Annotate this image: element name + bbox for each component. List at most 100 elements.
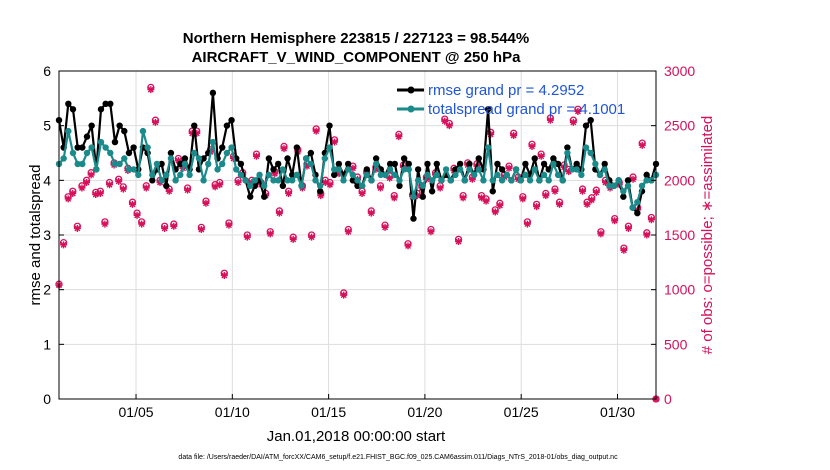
totalspread-point bbox=[335, 166, 343, 173]
obs-assimilated-marker bbox=[225, 221, 233, 229]
rmse-point bbox=[111, 138, 119, 146]
totalspread-point bbox=[237, 171, 245, 179]
totalspread-point bbox=[424, 171, 431, 179]
obs-assimilated-marker bbox=[367, 209, 375, 217]
obs-assimilated-marker bbox=[519, 195, 527, 203]
totalspread-point bbox=[540, 171, 548, 179]
obs-assimilated-marker bbox=[482, 197, 490, 205]
rmse-point bbox=[550, 155, 557, 162]
obs-assimilated-marker bbox=[128, 200, 136, 208]
totalspread-point bbox=[167, 155, 175, 162]
y-right-tick-label: 2500 bbox=[664, 118, 695, 134]
obs-assimilated-marker bbox=[601, 179, 609, 187]
totalspread-point bbox=[219, 160, 226, 168]
rmse-point bbox=[498, 166, 506, 173]
totalspread-point bbox=[284, 177, 291, 184]
obs-assimilated-marker bbox=[523, 220, 531, 228]
x-tick-label: 01/25 bbox=[504, 404, 539, 420]
obs-assimilated-marker bbox=[312, 127, 320, 135]
obs-assimilated-marker bbox=[445, 122, 453, 130]
totalspread-point bbox=[158, 177, 165, 184]
obs-assimilated-marker bbox=[455, 238, 463, 246]
obs-assimilated-marker bbox=[161, 224, 169, 232]
rmse-point bbox=[349, 177, 357, 184]
totalspread-point bbox=[372, 160, 380, 168]
rmse-point bbox=[284, 155, 291, 162]
rmse-point bbox=[410, 215, 417, 222]
obs-assimilated-marker bbox=[133, 211, 141, 219]
obs-assimilated-marker bbox=[583, 200, 591, 208]
totalspread-point bbox=[559, 177, 566, 184]
obs-assimilated-marker bbox=[491, 208, 499, 216]
obs-assimilated-marker bbox=[266, 230, 274, 238]
rmse-point bbox=[265, 155, 273, 162]
totalspread-point bbox=[354, 177, 361, 184]
totalspread-point bbox=[494, 171, 501, 179]
obs-assimilated-marker bbox=[413, 192, 421, 200]
rmse-point bbox=[209, 89, 217, 97]
totalspread-point bbox=[321, 155, 329, 162]
y-axis-left-ticks: 0 1 2 3 4 5 6 bbox=[43, 63, 64, 407]
rmse-point bbox=[522, 160, 529, 168]
totalspread-point bbox=[79, 160, 86, 168]
totalspread-point bbox=[587, 149, 594, 157]
rmse-point bbox=[88, 122, 95, 129]
rmse-point bbox=[181, 155, 189, 162]
totalspread-point bbox=[312, 177, 319, 184]
rmse-point bbox=[494, 160, 501, 168]
obs-assimilated-marker bbox=[101, 220, 109, 228]
y-left-tick-label: 4 bbox=[43, 172, 51, 188]
rmse-point bbox=[354, 182, 361, 189]
totalspread-point bbox=[144, 144, 151, 151]
totalspread-point bbox=[181, 160, 189, 168]
obs-assimilated-marker bbox=[349, 164, 357, 172]
obs-assimilated-marker bbox=[317, 192, 325, 200]
totalspread-point bbox=[349, 171, 357, 179]
obs-assimilated-marker bbox=[574, 107, 582, 115]
x-tick-label: 01/10 bbox=[215, 404, 250, 420]
totalspread-point bbox=[275, 177, 282, 184]
totalspread-point bbox=[200, 177, 207, 184]
obs-assimilated-marker bbox=[556, 200, 564, 208]
x-tick-label: 01/30 bbox=[600, 404, 635, 420]
rmse-point bbox=[335, 160, 343, 168]
totalspread-point bbox=[438, 177, 445, 184]
totalspread-point bbox=[489, 177, 496, 184]
x-axis-label: Jan.01,2018 00:00:00 start bbox=[267, 428, 446, 445]
obs-assimilated-marker bbox=[285, 189, 293, 197]
totalspread-point bbox=[601, 166, 608, 173]
rmse-point bbox=[452, 166, 459, 173]
rmse-point bbox=[177, 160, 184, 168]
y-left-tick-label: 5 bbox=[43, 118, 51, 134]
obs-assimilated-marker bbox=[620, 246, 628, 254]
obs-assimilated-marker bbox=[340, 291, 348, 299]
obs-assimilated-marker bbox=[151, 118, 159, 126]
totalspread-point bbox=[498, 177, 506, 184]
y-axis-left-label: rmse and totalspread bbox=[27, 165, 44, 306]
obs-assimilated-marker bbox=[528, 142, 536, 150]
obs-assimilated-marker bbox=[73, 224, 81, 232]
totalspread-point bbox=[88, 144, 95, 151]
totalspread-point bbox=[293, 171, 301, 179]
obs-assimilated-marker bbox=[441, 117, 449, 125]
y-left-tick-label: 2 bbox=[43, 282, 51, 298]
rmse-point bbox=[223, 122, 231, 129]
totalspread-point bbox=[638, 182, 646, 189]
rmse-point bbox=[69, 106, 77, 113]
obs-assimilated-marker bbox=[252, 152, 260, 160]
obs-assimilated-marker bbox=[404, 242, 412, 250]
totalspread-point bbox=[615, 177, 622, 184]
rmse-point bbox=[419, 193, 426, 200]
totalspread-point bbox=[606, 182, 613, 189]
totalspread-point bbox=[340, 177, 347, 184]
rmse-point bbox=[475, 155, 482, 162]
totalspread-point bbox=[97, 138, 105, 146]
rmse-point bbox=[191, 122, 198, 129]
chart-title-line2: AIRCRAFT_V_WIND_COMPONENT @ 250 hPa bbox=[192, 49, 522, 66]
rmse-point bbox=[65, 100, 72, 108]
totalspread-point bbox=[624, 182, 632, 189]
rmse-point bbox=[405, 160, 413, 168]
rmse-point bbox=[386, 160, 394, 168]
obs-assimilated-marker bbox=[427, 228, 435, 236]
totalspread-point bbox=[302, 155, 310, 162]
